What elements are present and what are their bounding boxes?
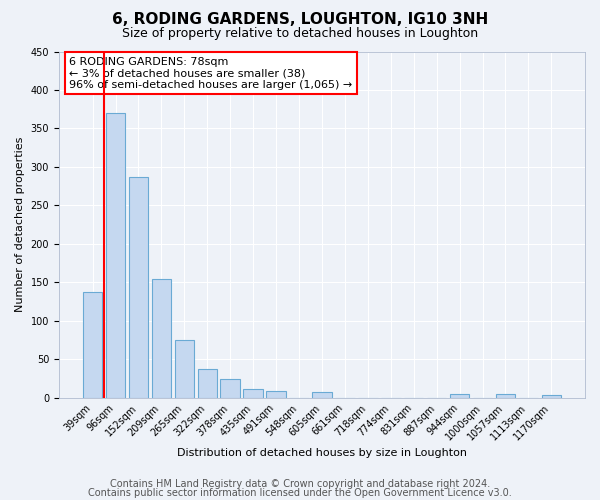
- Text: Contains HM Land Registry data © Crown copyright and database right 2024.: Contains HM Land Registry data © Crown c…: [110, 479, 490, 489]
- Bar: [266, 391, 286, 398]
- Bar: [83, 292, 103, 398]
- Text: Size of property relative to detached houses in Loughton: Size of property relative to detached ho…: [122, 28, 478, 40]
- Bar: [197, 368, 217, 398]
- Y-axis label: Number of detached properties: Number of detached properties: [15, 137, 25, 312]
- Bar: [152, 278, 171, 398]
- Bar: [106, 113, 125, 398]
- X-axis label: Distribution of detached houses by size in Loughton: Distribution of detached houses by size …: [177, 448, 467, 458]
- Text: Contains public sector information licensed under the Open Government Licence v3: Contains public sector information licen…: [88, 488, 512, 498]
- Bar: [175, 340, 194, 398]
- Text: 6, RODING GARDENS, LOUGHTON, IG10 3NH: 6, RODING GARDENS, LOUGHTON, IG10 3NH: [112, 12, 488, 28]
- Bar: [128, 177, 148, 398]
- Bar: [542, 395, 561, 398]
- Bar: [450, 394, 469, 398]
- Bar: [244, 390, 263, 398]
- Bar: [220, 378, 240, 398]
- Bar: [312, 392, 332, 398]
- Text: 6 RODING GARDENS: 78sqm
← 3% of detached houses are smaller (38)
96% of semi-det: 6 RODING GARDENS: 78sqm ← 3% of detached…: [70, 56, 353, 90]
- Bar: [496, 394, 515, 398]
